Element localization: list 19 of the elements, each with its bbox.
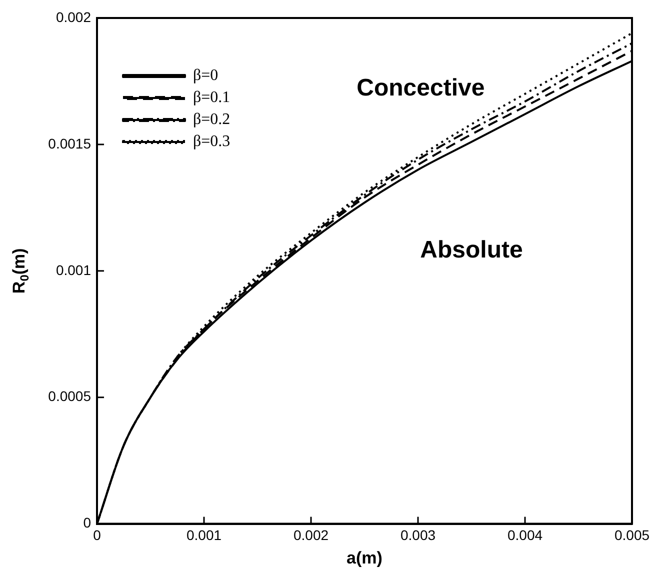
y-tick-label: 0 [83, 514, 92, 531]
legend-label: β=0.2 [193, 111, 230, 128]
x-tick-label: 0.003 [400, 527, 436, 544]
legend-label: β=0.3 [193, 133, 230, 150]
x-tick-label: 0.001 [186, 527, 222, 544]
y-axis-title: R0(m) [10, 248, 32, 294]
legend-label: β=0 [193, 67, 218, 84]
x-tick-label: 0 [93, 527, 102, 544]
x-tick-label: 0.004 [507, 527, 543, 544]
annotation: Concective [356, 74, 485, 102]
y-tick-label: 0.001 [56, 262, 92, 278]
y-tick-label: 0.0005 [48, 388, 92, 404]
x-tick-label: 0.002 [293, 527, 329, 544]
x-axis-title: a(m) [346, 548, 382, 568]
y-tick-label: 0.0015 [48, 135, 92, 152]
x-tick-label: 0.005 [614, 527, 650, 544]
annotation: Absolute [420, 236, 523, 264]
y-tick-label: 0.002 [56, 8, 92, 25]
legend-label: β=0.1 [193, 89, 230, 106]
